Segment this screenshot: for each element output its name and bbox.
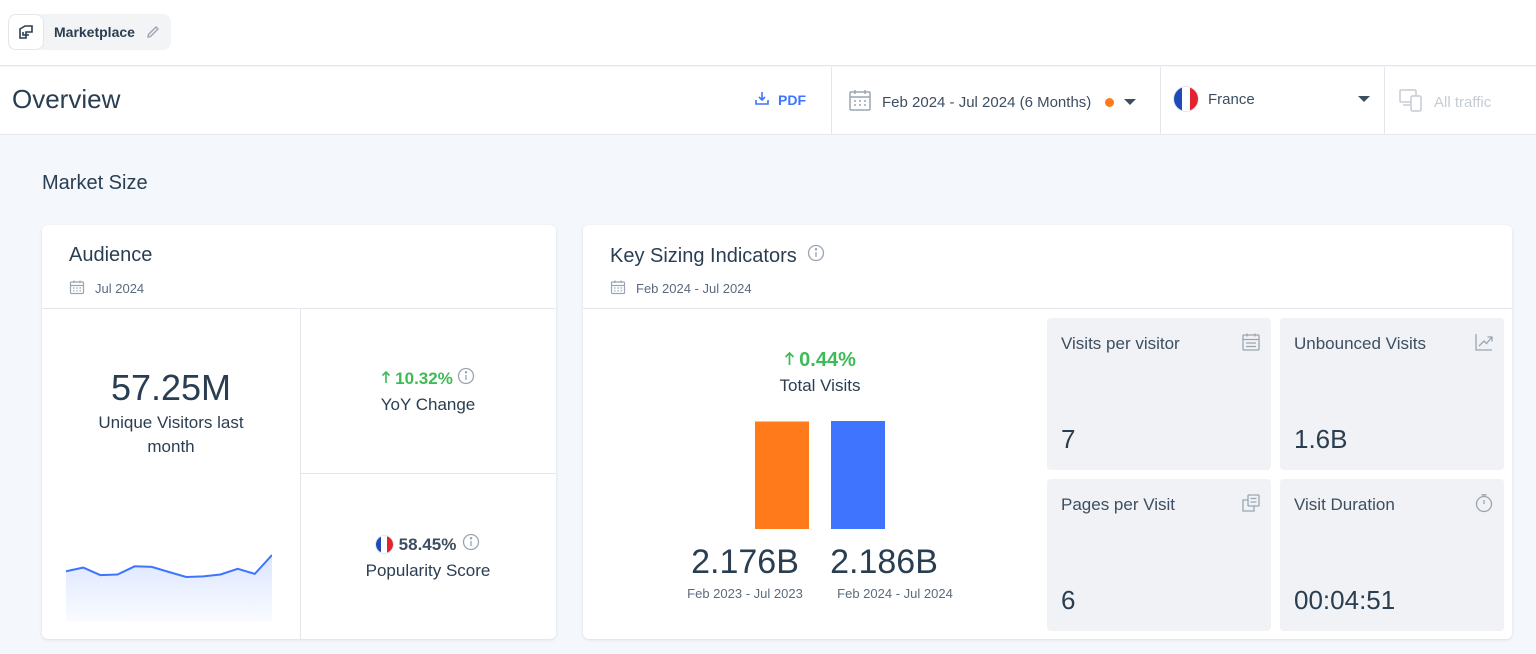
tile-unbounced-visits: Unbounced Visits 1.6B [1280, 318, 1504, 470]
tile-pages-per-visit: Pages per Visit 6 [1047, 479, 1271, 631]
divider [42, 308, 556, 309]
bar-previous-period [755, 421, 809, 529]
key-sizing-date: Feb 2024 - Jul 2024 [610, 279, 752, 298]
page-header: Overview PDF Feb 2024 - Jul 2024 (6 Mont… [0, 67, 1536, 135]
divider [300, 309, 301, 639]
workspace-label: Marketplace [54, 24, 135, 40]
key-sizing-title: Key Sizing Indicators [610, 244, 825, 268]
france-flag-icon [1174, 87, 1198, 111]
arrow-up-icon [784, 349, 795, 372]
country-selector[interactable]: France [1174, 87, 1370, 111]
key-sizing-title-text: Key Sizing Indicators [610, 244, 797, 267]
info-icon[interactable] [457, 367, 475, 390]
yoy-change-value: 10.32% [300, 367, 556, 390]
top-bar: Marketplace [0, 0, 1536, 66]
bar-category-label: Feb 2023 - Jul 2023 [687, 586, 803, 601]
status-dot [1105, 97, 1115, 107]
divider [1384, 67, 1385, 135]
tile-visits-per-visitor: Visits per visitor 7 [1047, 318, 1271, 470]
devices-icon [1398, 87, 1424, 117]
audience-date: Jul 2024 [69, 279, 144, 298]
calendar-icon [69, 279, 85, 298]
total-visits-label: Total Visits [779, 376, 861, 395]
tile-label: Visits per visitor [1061, 334, 1180, 353]
date-range-label: Feb 2024 - Jul 2024 (6 Months) [882, 93, 1092, 111]
bar-value-label: 2.186B [830, 543, 938, 581]
total-visits-bar-chart [755, 421, 885, 529]
key-sizing-card: Key Sizing Indicators Feb 2024 - Jul 202… [583, 225, 1512, 639]
workspace-chip[interactable]: Marketplace [8, 14, 171, 50]
audience-title: Audience [69, 244, 152, 267]
audience-card: Audience Jul 2024 57.25M Unique Visitors… [42, 225, 556, 639]
total-visits-change-text: 0.44% [799, 349, 856, 371]
pencil-icon[interactable] [145, 24, 161, 40]
trend-icon [1474, 332, 1494, 357]
pdf-download-button[interactable]: PDF [754, 90, 806, 109]
tile-label: Pages per Visit [1061, 495, 1176, 514]
traffic-label: All traffic [1434, 93, 1492, 111]
pdf-label: PDF [778, 91, 806, 108]
france-flag-icon [375, 536, 393, 553]
timer-icon [1474, 493, 1494, 518]
date-range-picker[interactable]: Feb 2024 - Jul 2024 (6 Months) [848, 88, 1137, 116]
tile-label: Unbounced Visits [1294, 334, 1426, 353]
download-icon [754, 90, 770, 109]
pages-icon [1241, 493, 1261, 518]
unique-visitors-value: 57.25M [110, 367, 232, 408]
traffic-selector[interactable]: All traffic [1398, 87, 1491, 117]
tile-value: 1.6B [1294, 424, 1348, 454]
popularity-score-text: 58.45% [398, 534, 457, 554]
calendar-icon [610, 279, 626, 298]
section-title: Market Size [42, 172, 148, 194]
visitors-sparkline [66, 554, 272, 621]
divider [1160, 67, 1161, 135]
chevron-down-icon [1124, 99, 1137, 105]
tile-label: Visit Duration [1294, 495, 1395, 514]
arrow-up-icon [381, 369, 391, 389]
page-title: Overview [12, 84, 121, 114]
popularity-score-value: 58.45% [300, 533, 556, 556]
audience-date-text: Jul 2024 [95, 281, 145, 296]
total-visits-change: 0.44% [583, 349, 1057, 372]
yoy-change-label: YoY Change [380, 395, 476, 414]
info-icon[interactable] [807, 244, 825, 268]
country-label: France [1208, 90, 1255, 108]
divider [583, 308, 1512, 309]
tile-value: 7 [1061, 424, 1076, 454]
tile-visit-duration: Visit Duration 00:04:51 [1280, 479, 1504, 631]
sparkline-line [66, 554, 272, 579]
workspace-icon [8, 14, 44, 50]
key-sizing-date-text: Feb 2024 - Jul 2024 [636, 281, 752, 296]
unique-visitors-label: Unique Visitors last month [98, 413, 244, 456]
audience-title-text: Audience [69, 244, 153, 266]
popularity-score-label: Popularity Score [365, 561, 491, 580]
calendar-icon [1241, 332, 1261, 357]
divider [300, 473, 556, 474]
tile-value: 00:04:51 [1294, 585, 1396, 615]
divider [831, 67, 832, 135]
bar-category-label: Feb 2024 - Jul 2024 [837, 586, 953, 601]
chevron-down-icon [1358, 96, 1370, 102]
yoy-change-text: 10.32% [395, 368, 453, 388]
info-icon[interactable] [462, 533, 480, 556]
bar-current-period [831, 421, 885, 529]
bar-value-label: 2.176B [691, 543, 799, 581]
sparkline-area [66, 555, 272, 621]
calendar-icon [848, 88, 872, 116]
tile-value: 6 [1061, 585, 1076, 615]
